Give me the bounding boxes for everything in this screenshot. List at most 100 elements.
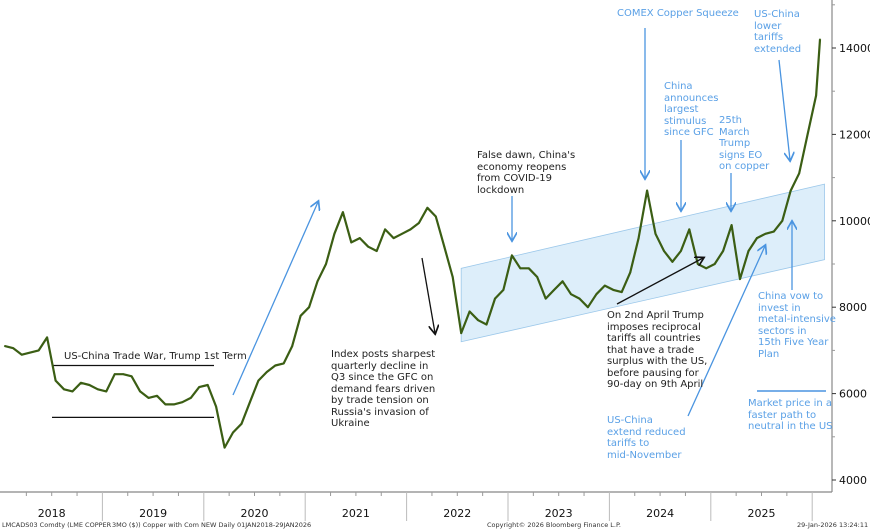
- copper-price-line: [4, 39, 822, 449]
- data-point: [139, 390, 141, 393]
- data-point: [189, 397, 192, 399]
- data-point: [477, 319, 479, 322]
- data-point: [764, 232, 767, 235]
- annotation-april2: On 2nd April Trump imposes reciprocal ta…: [607, 310, 708, 390]
- annotation-china-vow: China vow to invest in metal-intensive s…: [758, 291, 836, 360]
- data-point: [654, 232, 657, 235]
- data-point: [122, 373, 125, 376]
- data-point: [612, 289, 615, 291]
- x-tick-label: 2022: [443, 507, 471, 520]
- data-point: [494, 297, 496, 300]
- data-point: [257, 379, 260, 382]
- data-point: [502, 289, 505, 291]
- data-point: [172, 403, 175, 406]
- data-point: [460, 332, 463, 335]
- data-point: [113, 373, 116, 376]
- data-point: [679, 250, 682, 252]
- data-point: [291, 345, 294, 347]
- data-point: [156, 394, 158, 397]
- annotation-trade-war: US-China Trade War, Trump 1st Term: [64, 351, 247, 362]
- data-point: [215, 405, 218, 408]
- data-point: [544, 297, 547, 300]
- data-point: [806, 133, 809, 136]
- data-point: [553, 289, 556, 291]
- arrow-index-decline: [421, 257, 435, 333]
- data-point: [468, 310, 471, 313]
- data-point: [384, 228, 387, 231]
- data-point: [105, 390, 108, 393]
- data-point: [713, 263, 716, 265]
- data-point: [781, 219, 784, 222]
- annotation-index-decline: Index posts sharpest quarterly decline i…: [331, 349, 436, 429]
- annotation-false-dawn: False dawn, China's economy reopens from…: [477, 150, 576, 196]
- data-point: [578, 297, 581, 300]
- data-point: [358, 237, 361, 239]
- data-point: [130, 375, 133, 378]
- data-point: [367, 245, 370, 248]
- data-point: [71, 390, 74, 393]
- data-point: [519, 267, 522, 270]
- data-point: [164, 403, 167, 406]
- data-point: [46, 336, 49, 339]
- data-point: [730, 224, 733, 227]
- data-point: [232, 431, 234, 434]
- data-point: [3, 345, 6, 347]
- y-tick-label: 12000: [839, 128, 870, 141]
- x-tick-label: 2020: [241, 507, 269, 520]
- x-tick-label: 2018: [38, 507, 66, 520]
- annotation-extend: US-China extend reduced tariffs to mid-N…: [607, 415, 686, 461]
- data-point: [747, 250, 750, 252]
- footer-ticker: LMCADS03 Comdty (LME COPPER: [2, 521, 112, 529]
- data-point: [485, 323, 488, 326]
- data-point: [772, 230, 775, 233]
- data-point: [96, 388, 99, 391]
- data-point: [620, 291, 623, 293]
- data-point: [510, 254, 513, 257]
- data-point: [265, 371, 268, 373]
- footer-copyright: Copyright© 2026 Bloomberg Finance L.P.: [487, 521, 621, 529]
- data-point: [206, 384, 209, 386]
- data-point: [570, 293, 572, 296]
- annotation-stimulus: China announces largest stimulus since G…: [664, 81, 719, 138]
- data-point: [198, 386, 201, 389]
- data-point: [663, 250, 665, 252]
- y-tick-label: 8000: [839, 301, 867, 314]
- data-point: [147, 397, 150, 399]
- data-point: [443, 245, 446, 248]
- data-point: [181, 401, 184, 404]
- data-point: [798, 172, 801, 175]
- arrow-2020-rally: [232, 202, 318, 396]
- annotation-lower-tariffs: US-China lower tariffs extended: [754, 9, 802, 55]
- data-point: [12, 347, 15, 350]
- arrow-lower-tariffs: [778, 59, 790, 160]
- y-tick-label: 6000: [839, 388, 867, 401]
- data-point: [587, 306, 589, 309]
- x-tick-label: 2023: [545, 507, 573, 520]
- data-point: [223, 446, 226, 449]
- data-point: [299, 314, 302, 317]
- data-point: [325, 263, 327, 265]
- data-point: [637, 237, 640, 239]
- data-point: [63, 388, 65, 391]
- data-point: [401, 232, 403, 235]
- x-tick-label: 2019: [139, 507, 167, 520]
- arrow-april2: [616, 258, 703, 305]
- data-point: [603, 284, 606, 287]
- data-point: [20, 353, 23, 356]
- data-point: [722, 250, 725, 252]
- data-point: [527, 267, 530, 270]
- data-point: [274, 364, 277, 367]
- data-point: [789, 189, 792, 192]
- data-point: [88, 384, 91, 386]
- data-point: [671, 260, 674, 263]
- data-point: [451, 276, 454, 278]
- data-point: [375, 250, 378, 252]
- data-point: [282, 362, 285, 365]
- data-point: [418, 222, 420, 224]
- footer-description: 3MO ($)) Copper with Com NEW Daily 01JAN…: [112, 521, 312, 529]
- trend-channel: [460, 183, 825, 343]
- data-point: [37, 349, 40, 352]
- data-point: [646, 189, 648, 192]
- y-tick-label: 14000: [839, 42, 870, 55]
